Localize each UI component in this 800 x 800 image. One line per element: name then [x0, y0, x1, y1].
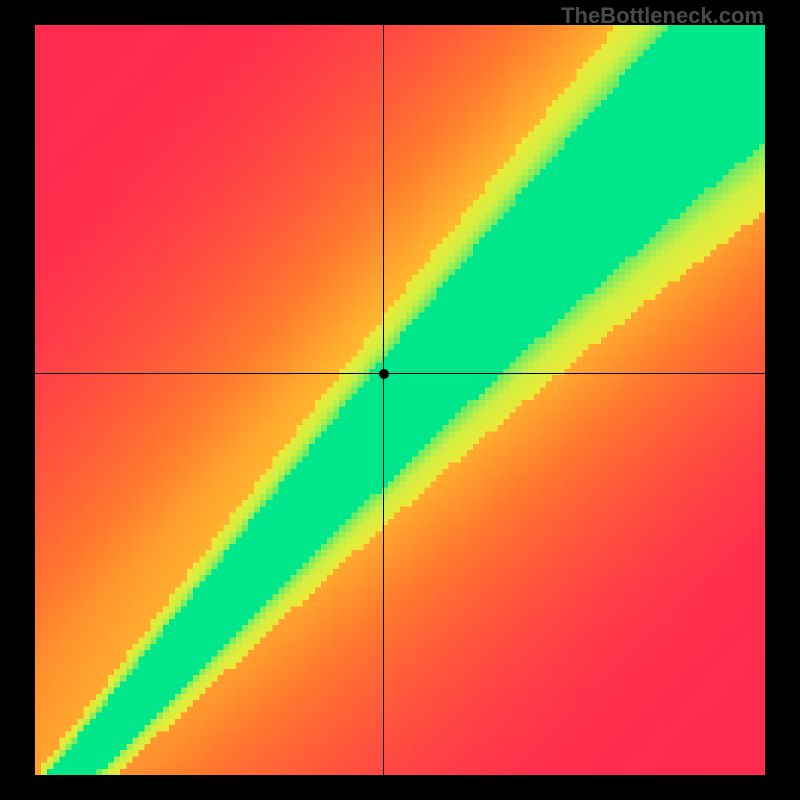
chart-container: TheBottleneck.com — [0, 0, 800, 800]
bottleneck-heatmap — [35, 25, 765, 775]
crosshair-vertical — [383, 25, 384, 775]
crosshair-horizontal — [35, 373, 765, 374]
watermark-text: TheBottleneck.com — [561, 3, 764, 29]
crosshair-marker — [379, 369, 389, 379]
